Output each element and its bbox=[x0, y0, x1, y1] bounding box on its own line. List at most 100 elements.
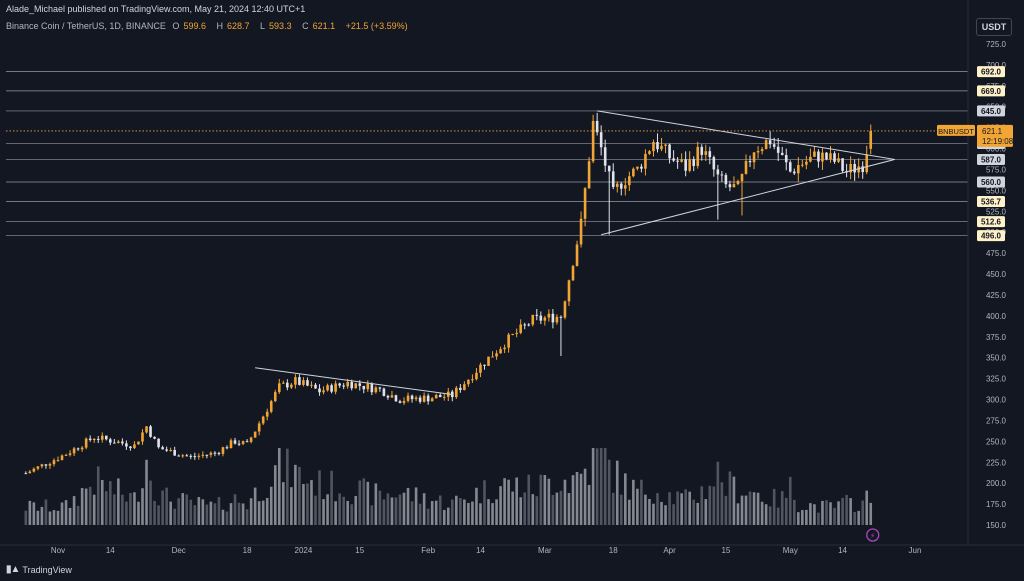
candle-body bbox=[467, 379, 470, 385]
candle-body bbox=[257, 423, 261, 432]
volume-bar bbox=[426, 508, 430, 525]
volume-bar bbox=[310, 480, 313, 525]
volume-bar bbox=[455, 495, 458, 525]
close-value: C 621.1 bbox=[302, 21, 336, 31]
volume-bar bbox=[788, 476, 792, 525]
volume-bar bbox=[129, 493, 132, 525]
volume-bar bbox=[615, 460, 619, 525]
level-tag-bg bbox=[977, 176, 1005, 188]
volume-bar bbox=[792, 499, 796, 525]
candle-body bbox=[716, 169, 720, 175]
candle-body bbox=[599, 132, 603, 148]
volume-bar bbox=[225, 511, 229, 525]
candle-body bbox=[92, 438, 96, 441]
volume-bar bbox=[80, 488, 84, 525]
level-tag-label: 536.7 bbox=[981, 198, 1002, 207]
candle-body bbox=[644, 153, 647, 169]
candle-body bbox=[744, 161, 748, 174]
candle-body bbox=[48, 464, 52, 466]
time-axis[interactable]: Nov 14 Dec 18 2024 15 Feb 14 Mar 18 Apr 15 May 14 Jun bbox=[0, 544, 1024, 555]
candle-body bbox=[286, 382, 289, 388]
candle-body bbox=[434, 395, 438, 399]
candle-body bbox=[44, 464, 48, 466]
volume-bar bbox=[632, 479, 635, 525]
candle-body bbox=[229, 440, 233, 449]
volume-bar bbox=[764, 504, 768, 525]
lightning-icon-ring bbox=[866, 528, 880, 542]
volume-bar bbox=[92, 494, 96, 525]
candle-body bbox=[607, 165, 611, 172]
volume-bar bbox=[760, 501, 764, 525]
candle-body bbox=[708, 151, 712, 158]
candle-body bbox=[366, 383, 370, 390]
price-tick-label: 600.0 bbox=[986, 145, 1007, 154]
volume-bar bbox=[583, 468, 587, 525]
volume-bar bbox=[358, 480, 362, 525]
candle-body bbox=[237, 443, 241, 445]
candle-body bbox=[523, 324, 527, 326]
volume-bar bbox=[406, 487, 410, 525]
volume-bar bbox=[205, 504, 209, 525]
candle-body bbox=[780, 152, 784, 155]
symbol-name[interactable]: Binance Coin / TetherUS, 1D, BINANCE bbox=[6, 21, 166, 31]
candle-body bbox=[306, 380, 309, 386]
volume-bar bbox=[809, 503, 812, 525]
volume-bar bbox=[776, 507, 780, 525]
volume-bar bbox=[664, 505, 667, 525]
tradingview-logo[interactable]: ▮▲ TradingView bbox=[6, 564, 72, 575]
candle-body bbox=[125, 443, 128, 447]
volume-bar bbox=[173, 508, 176, 525]
current-price-tag-bg bbox=[977, 124, 1013, 147]
candle-body bbox=[104, 435, 108, 440]
volume-bar bbox=[318, 470, 321, 525]
volume-bar bbox=[48, 511, 52, 525]
volume-bar bbox=[68, 507, 72, 525]
candle-body bbox=[358, 383, 362, 386]
candle-body bbox=[72, 448, 76, 454]
candle-body bbox=[611, 171, 615, 187]
candle-body bbox=[209, 452, 213, 455]
volume-bar bbox=[861, 500, 864, 525]
volume-bar bbox=[571, 475, 575, 525]
volume-bar bbox=[346, 500, 349, 525]
candle-body bbox=[849, 164, 852, 173]
candle-body bbox=[233, 440, 237, 444]
volume-bar bbox=[414, 487, 418, 525]
candle-body bbox=[696, 146, 700, 166]
volume-bar bbox=[684, 489, 687, 525]
time-tick-label: Dec bbox=[172, 546, 186, 555]
candle-body bbox=[869, 130, 873, 149]
trendlines[interactable] bbox=[255, 110, 896, 395]
candle-body bbox=[692, 159, 696, 166]
candle-body bbox=[201, 454, 205, 456]
volume-bar bbox=[64, 500, 68, 525]
volume-bar bbox=[422, 493, 426, 525]
candle-body bbox=[865, 154, 869, 173]
candle-body bbox=[193, 456, 197, 458]
candle-body bbox=[792, 171, 796, 174]
candle-body bbox=[52, 460, 56, 465]
price-tick-label: 325.0 bbox=[986, 375, 1007, 384]
candle-body bbox=[487, 356, 490, 366]
candle-body bbox=[684, 159, 687, 171]
time-tick-label: 15 bbox=[355, 546, 364, 555]
volume-bar bbox=[434, 500, 438, 525]
volume-bar bbox=[628, 499, 631, 525]
candle-body bbox=[752, 152, 756, 163]
candle-body bbox=[157, 438, 160, 448]
price-axis[interactable]: 725.0700.0675.0650.0625.0600.0575.0550.0… bbox=[967, 0, 1007, 545]
candle-body bbox=[426, 395, 430, 402]
published-info: Alade_Michael published on TradingView.c… bbox=[6, 4, 306, 14]
volume-bar bbox=[277, 448, 281, 525]
volume-bar bbox=[374, 483, 378, 525]
volume-bar bbox=[438, 495, 442, 525]
volume-bar bbox=[660, 501, 663, 525]
volume-bar bbox=[282, 482, 285, 525]
currency-button[interactable]: USDT bbox=[976, 18, 1012, 36]
candle-body bbox=[338, 383, 341, 386]
volume-bar bbox=[724, 495, 728, 525]
volume-bar bbox=[44, 499, 48, 525]
candle-body bbox=[294, 377, 297, 385]
level-tag-label: 645.0 bbox=[981, 107, 1002, 116]
